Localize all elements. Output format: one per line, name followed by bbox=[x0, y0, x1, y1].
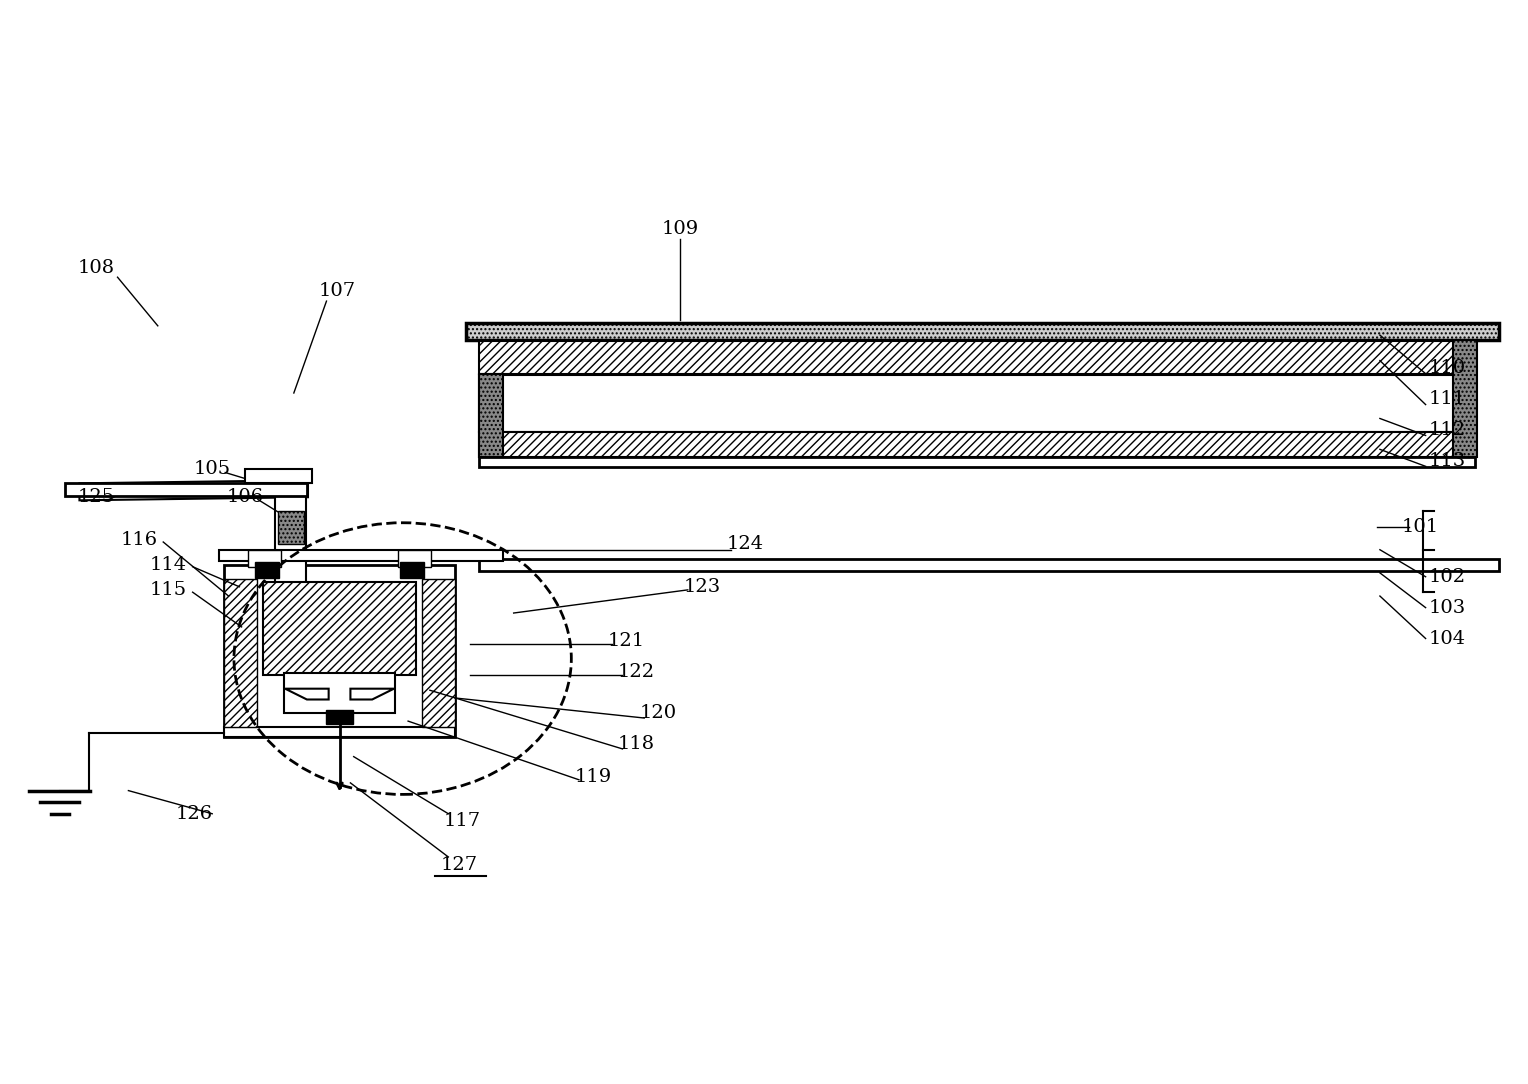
Text: 104: 104 bbox=[1429, 630, 1465, 647]
Text: 115: 115 bbox=[150, 581, 188, 598]
Text: 120: 120 bbox=[640, 705, 677, 722]
Bar bbox=[248, 550, 281, 567]
Bar bbox=[478, 375, 1475, 431]
Bar bbox=[263, 582, 416, 675]
Text: 113: 113 bbox=[1429, 452, 1465, 470]
Text: 116: 116 bbox=[121, 531, 157, 549]
Text: 109: 109 bbox=[662, 220, 698, 238]
Bar bbox=[1453, 339, 1476, 457]
Text: 117: 117 bbox=[445, 813, 481, 830]
Bar bbox=[478, 431, 1475, 457]
Text: 107: 107 bbox=[319, 282, 356, 300]
Bar bbox=[399, 550, 431, 567]
Text: 123: 123 bbox=[683, 578, 721, 596]
Bar bbox=[66, 483, 307, 495]
Bar bbox=[466, 323, 1499, 339]
Bar bbox=[478, 559, 1499, 571]
Text: 103: 103 bbox=[1429, 598, 1465, 617]
Text: 119: 119 bbox=[575, 769, 611, 787]
Bar bbox=[244, 469, 312, 483]
Text: 126: 126 bbox=[176, 804, 212, 823]
Bar bbox=[327, 710, 353, 724]
Text: 121: 121 bbox=[607, 632, 645, 649]
Polygon shape bbox=[79, 480, 309, 501]
Text: 105: 105 bbox=[194, 460, 231, 478]
Bar bbox=[422, 579, 455, 727]
Bar bbox=[219, 550, 503, 562]
Text: 122: 122 bbox=[617, 662, 656, 681]
Text: 111: 111 bbox=[1429, 390, 1465, 409]
Bar bbox=[400, 563, 425, 578]
Polygon shape bbox=[286, 688, 329, 699]
Text: 110: 110 bbox=[1429, 359, 1465, 377]
Text: 125: 125 bbox=[78, 488, 115, 506]
Bar bbox=[225, 565, 455, 736]
Text: 127: 127 bbox=[440, 855, 478, 874]
Text: 108: 108 bbox=[78, 259, 115, 276]
Bar bbox=[225, 727, 455, 736]
Polygon shape bbox=[350, 688, 394, 699]
Bar bbox=[278, 512, 304, 543]
Text: 101: 101 bbox=[1401, 517, 1439, 535]
Bar bbox=[478, 374, 503, 457]
Bar bbox=[275, 480, 306, 592]
Bar bbox=[284, 673, 396, 713]
Text: 124: 124 bbox=[727, 534, 764, 553]
Bar bbox=[478, 341, 1475, 374]
Bar bbox=[478, 457, 1475, 467]
Text: 102: 102 bbox=[1429, 568, 1465, 585]
Text: 118: 118 bbox=[617, 735, 656, 753]
Text: 106: 106 bbox=[226, 488, 263, 506]
Bar bbox=[225, 579, 257, 727]
Bar bbox=[255, 563, 278, 578]
Text: 112: 112 bbox=[1429, 421, 1465, 439]
Text: 114: 114 bbox=[150, 556, 188, 575]
